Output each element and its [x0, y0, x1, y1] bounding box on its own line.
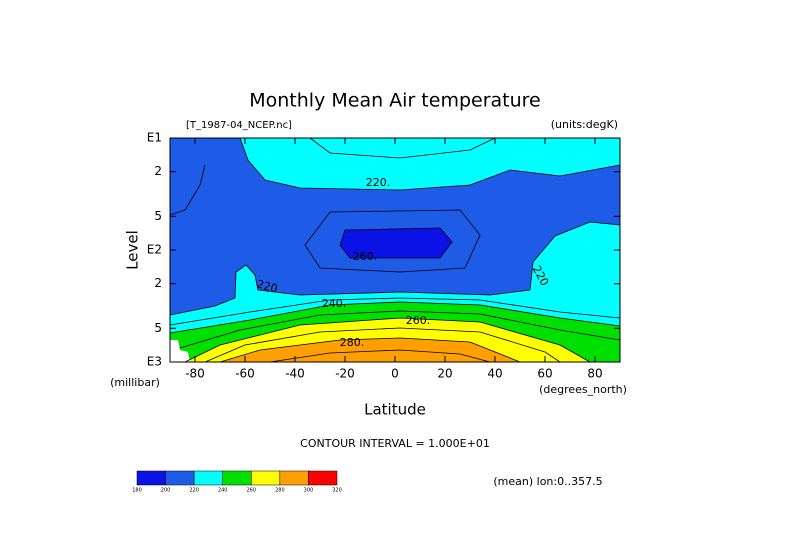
x-units: (degrees_north) — [539, 383, 627, 396]
y-tick-label: 2 — [154, 164, 162, 178]
y-tick-label: E3 — [147, 355, 162, 369]
x-tick-label: -60 — [235, 367, 255, 381]
colorbar-cell — [251, 470, 281, 486]
x-tick-label: -40 — [285, 367, 305, 381]
chart-title: Monthly Mean Air temperature — [249, 90, 540, 112]
y-axis-title: Level — [124, 230, 142, 270]
colorbar-cell — [279, 470, 309, 486]
contour-line — [179, 310, 620, 349]
contour-fill — [340, 228, 452, 258]
y-tick-label: 2 — [154, 276, 162, 290]
contour-line — [309, 138, 496, 159]
x-tick-label: 60 — [537, 367, 552, 381]
colorbar-label: 280 — [275, 488, 285, 494]
contour-line — [170, 221, 620, 316]
colorbar-label: 260 — [247, 488, 257, 494]
contour-line — [170, 164, 206, 216]
x-tick-label: 0 — [391, 367, 399, 381]
x-tick-label: -80 — [185, 367, 205, 381]
contour-line — [204, 327, 561, 362]
x-tick-label: -20 — [335, 367, 355, 381]
colorbar-label: 320 — [332, 488, 342, 494]
contour-line — [269, 349, 491, 362]
contour-line — [170, 297, 620, 326]
x-axis-title: Latitude — [364, 401, 426, 419]
x-tick-label: 80 — [587, 367, 602, 381]
contour-line — [339, 227, 453, 259]
colorbar-cell — [136, 470, 166, 486]
y-units: (millibar) — [110, 376, 160, 389]
subtitle-left: [T_1987-04_NCEP.nc] — [186, 120, 292, 131]
colorbar-label: 220 — [189, 488, 199, 494]
contour-fill — [240, 138, 620, 190]
contour-line — [304, 209, 481, 273]
y-tick-label: E1 — [147, 131, 162, 145]
y-tick-label: 5 — [154, 209, 162, 223]
contour-line — [219, 337, 521, 362]
x-tick-label: 40 — [487, 367, 502, 381]
contour-line — [170, 301, 620, 334]
colorbar-label: 240 — [218, 488, 228, 494]
contour-line — [184, 317, 591, 362]
contour-label: 240. — [322, 297, 347, 310]
footnote: (mean) lon:0..357.5 — [493, 475, 602, 488]
subtitle-right: (units:degK) — [551, 118, 618, 131]
contour-label: 220 — [255, 278, 279, 296]
colorbar-cell — [222, 470, 252, 486]
contour-interval: CONTOUR INTERVAL = 1.000E+01 — [300, 437, 490, 450]
colorbar-label: 300 — [304, 488, 314, 494]
contour-field — [170, 138, 620, 362]
contour-label: 280. — [340, 336, 365, 349]
x-tick-label: 20 — [437, 367, 452, 381]
colorbar-cell — [165, 470, 195, 486]
y-tick-label: 5 — [154, 321, 162, 335]
colorbar-cell — [308, 470, 338, 486]
contour-label: 260. — [353, 250, 378, 263]
colorbar-cell — [193, 470, 223, 486]
contour-label: 260. — [406, 314, 431, 327]
y-tick-label: E2 — [147, 243, 162, 257]
colorbar-label: 200 — [161, 488, 171, 494]
missing-data — [170, 340, 190, 362]
contour-label: 220. — [366, 176, 391, 189]
colorbar-label: 180 — [132, 488, 142, 494]
contour-line — [239, 138, 620, 191]
